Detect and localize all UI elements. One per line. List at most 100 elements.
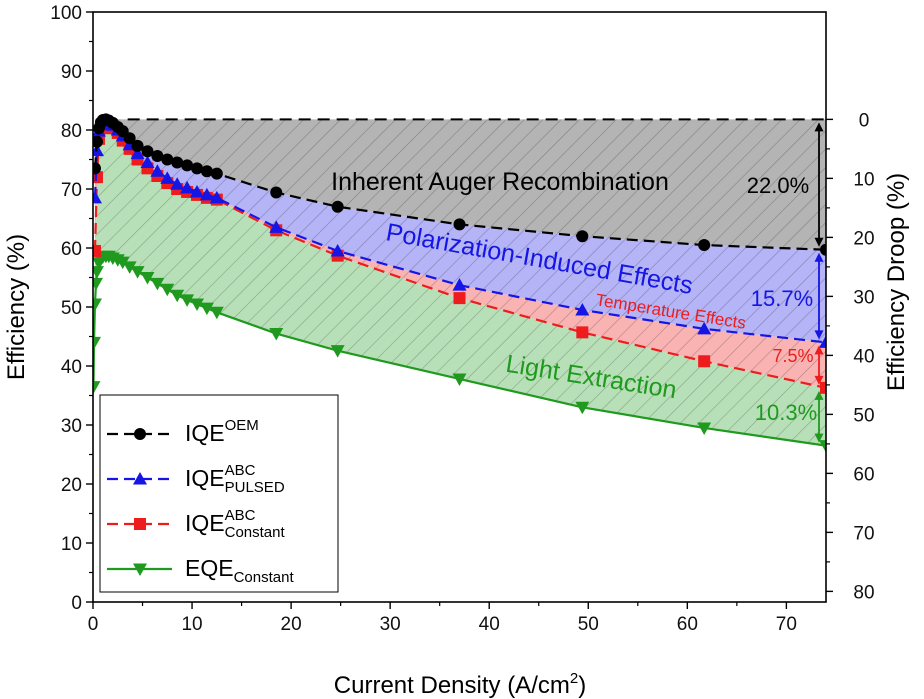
droop-arrow-extraction (814, 390, 824, 443)
data-point (697, 422, 712, 435)
y2-tick-label: 80 (853, 582, 874, 603)
value-temperature: 7.5% (772, 346, 813, 366)
data-point (93, 244, 101, 257)
data-point (698, 239, 711, 252)
y-tick-label: 0 (71, 593, 82, 614)
droop-arrow-auger (814, 122, 824, 247)
region-polarization (94, 119, 826, 343)
data-point (576, 230, 589, 243)
data-point (270, 186, 283, 199)
data-point (130, 146, 145, 160)
y-tick-label: 40 (61, 357, 82, 378)
data-point (115, 256, 130, 270)
data-point (93, 135, 103, 148)
region-temperature (94, 121, 826, 388)
data-point (93, 381, 101, 394)
y-tick-label: 30 (61, 416, 82, 437)
y-tick-label: 10 (61, 534, 82, 555)
y-axis-title: Efficiency (%) (3, 234, 30, 380)
series-iqe-oem (93, 113, 826, 256)
data-point (160, 283, 175, 297)
data-point (269, 328, 284, 341)
legend-marker (133, 472, 147, 485)
y2-tick-label: 70 (853, 523, 874, 544)
data-point (698, 355, 711, 368)
data-point (452, 278, 467, 291)
data-point (131, 139, 144, 152)
y-tick-label: 70 (61, 180, 82, 201)
data-point (820, 243, 826, 256)
data-point (151, 149, 164, 162)
data-point (575, 401, 590, 415)
legend-box (99, 394, 339, 593)
x-tick-label: 40 (479, 614, 500, 635)
data-point (209, 306, 224, 320)
x-tick-label: 0 (88, 614, 99, 635)
data-point (130, 266, 145, 279)
data-point (160, 171, 175, 184)
data-point (819, 335, 826, 348)
data-point (819, 440, 826, 453)
data-point (180, 180, 195, 194)
data-point (190, 298, 205, 312)
data-point (199, 187, 214, 201)
data-point (209, 190, 224, 204)
data-point (93, 190, 102, 204)
data-point (93, 277, 103, 291)
data-point (140, 272, 155, 285)
x-tick-label: 30 (380, 614, 401, 635)
y2-tick-label: 10 (853, 169, 874, 190)
droop-arrow-temperature (814, 345, 824, 385)
data-point (453, 292, 466, 305)
series-eqe-constant (93, 250, 826, 453)
legend-marker (134, 428, 146, 440)
data-point (93, 266, 104, 279)
data-point (190, 184, 205, 198)
data-point (161, 153, 174, 166)
data-point (697, 321, 712, 335)
data-point (93, 298, 102, 312)
x-tick-label: 20 (281, 614, 302, 635)
region-auger (94, 119, 826, 250)
legend-item-iqe-abc-pulsed: IQEABC PULSED (107, 462, 285, 496)
data-series (93, 113, 826, 453)
y2-tick-label: 40 (853, 346, 874, 367)
y-tick-label: 100 (50, 3, 82, 24)
droop-arrow-polarization (814, 252, 824, 340)
y2-tick-label: 30 (853, 287, 874, 308)
x-tick-label: 70 (776, 614, 797, 635)
data-point (140, 155, 155, 168)
axes: 0 10 20 30 40 50 60 70 0 10 20 30 40 50 60 70 80 90 100 0 10… (50, 3, 874, 635)
data-point (180, 294, 195, 307)
data-point (93, 336, 101, 350)
shaded-regions (94, 118, 826, 446)
x-axis-title: Current Density (A/cm2) (334, 670, 586, 699)
data-point (820, 381, 826, 394)
data-point (93, 162, 101, 175)
data-point (141, 145, 154, 158)
data-point (269, 220, 284, 233)
y2-tick-label: 60 (853, 464, 874, 485)
legend-item-iqe-oem: IQEOEM (107, 417, 259, 446)
data-point (170, 177, 185, 190)
y-tick-label: 50 (61, 298, 82, 319)
legend-marker (134, 518, 146, 530)
data-point (453, 218, 466, 231)
value-polarization: 15.7% (751, 286, 813, 311)
legend-label: IQEOEM (185, 417, 259, 446)
data-point (210, 167, 223, 180)
data-point (331, 200, 344, 213)
y2-tick-label: 0 (859, 110, 870, 131)
value-auger: 22.0% (747, 173, 809, 198)
y-tick-label: 60 (61, 239, 82, 260)
data-point (200, 165, 213, 178)
data-point (191, 162, 204, 175)
x-tick-label: 50 (578, 614, 599, 635)
data-point (452, 373, 467, 386)
data-point (150, 164, 165, 177)
legend-item-iqe-abc-constant: IQEABC Constant (107, 507, 285, 541)
y-tick-label: 90 (61, 62, 82, 83)
data-point (123, 132, 136, 145)
y-tick-label: 20 (61, 475, 82, 496)
